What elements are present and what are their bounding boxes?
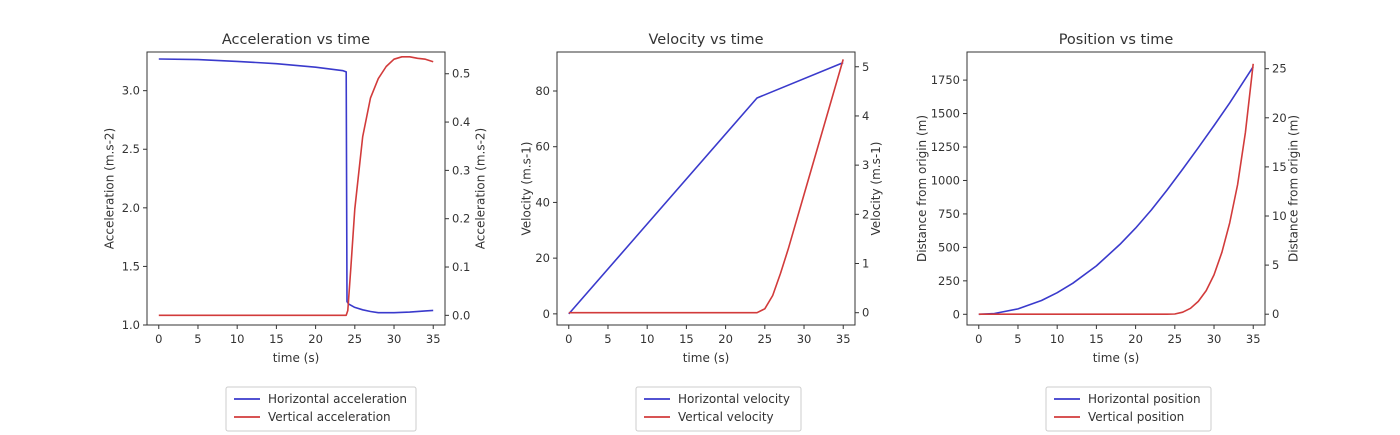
- y-tick-label-left: 1000: [931, 173, 960, 187]
- chart-position: Position vs time 0 5 10 15 20 25 30 35 time (s) 0 2…: [915, 32, 1300, 432]
- x-tick-label: 15: [679, 332, 694, 346]
- legend-label: Vertical velocity: [678, 410, 774, 424]
- y-axis-label-right: Acceleration (m.s-2): [474, 128, 488, 249]
- x-tick-label: 30: [797, 332, 812, 346]
- legend: Horizontal velocity Vertical velocity: [635, 386, 802, 432]
- y-tick-label-left: 0: [543, 307, 550, 321]
- y-tick-label-right: 0.4: [452, 115, 470, 129]
- x-tick-label: 15: [269, 332, 284, 346]
- y-tick-label-left: 1250: [931, 140, 960, 154]
- y-tick-label-left: 2.0: [122, 201, 140, 215]
- x-tick-label: 35: [836, 332, 851, 346]
- y-axis-label-right: Velocity (m.s-1): [869, 142, 883, 236]
- y-tick-label-right: 1: [862, 257, 869, 271]
- plot-frame: [966, 51, 1266, 326]
- x-tick-label: 5: [1014, 332, 1021, 346]
- chart-title: Acceleration vs time: [222, 32, 370, 48]
- legend-label: Vertical position: [1088, 410, 1184, 424]
- x-axis-label: time (s): [1093, 351, 1140, 365]
- legend-label: Horizontal acceleration: [268, 392, 407, 406]
- legend: Horizontal acceleration Vertical accelera…: [225, 386, 417, 432]
- y-axis-label-left: Acceleration (m.s-2): [102, 128, 116, 249]
- x-tick-label: 10: [1050, 332, 1065, 346]
- x-tick-label: 0: [565, 332, 572, 346]
- plot-frame: [146, 51, 446, 326]
- legend-label: Vertical acceleration: [268, 410, 391, 424]
- x-tick-label: 25: [347, 332, 362, 346]
- x-tick-label: 10: [230, 332, 245, 346]
- series-line-vertical: [978, 63, 1254, 316]
- legend-label: Horizontal velocity: [678, 392, 790, 406]
- y-tick-label-right: 15: [1272, 160, 1287, 174]
- x-tick-label: 35: [1246, 332, 1261, 346]
- x-tick-label: 20: [308, 332, 323, 346]
- y-tick-label-right: 0.3: [452, 163, 470, 177]
- legend-box: [225, 386, 417, 432]
- legend-box: [1045, 386, 1212, 432]
- y-tick-label-right: 0.5: [452, 67, 470, 81]
- y-tick-label-left: 1750: [931, 73, 960, 87]
- legend-box: [635, 386, 802, 432]
- y-tick-label-right: 0.2: [452, 212, 470, 226]
- x-tick-label: 5: [604, 332, 611, 346]
- series-line-vertical: [568, 59, 844, 314]
- x-tick-label: 0: [155, 332, 162, 346]
- series-line-horizontal: [568, 61, 844, 315]
- y-tick-label-left: 1.0: [122, 318, 140, 332]
- x-tick-label: 30: [1207, 332, 1222, 346]
- x-tick-label: 35: [426, 332, 441, 346]
- y-tick-label-left: 40: [535, 195, 550, 209]
- y-tick-label-right: 5: [1272, 258, 1279, 272]
- y-axis-label-right: Distance from origin (m): [1286, 115, 1300, 262]
- y-tick-label-right: 25: [1272, 62, 1287, 76]
- y-tick-label-left: 3.0: [122, 84, 140, 98]
- y-tick-label-right: 10: [1272, 209, 1287, 223]
- y-tick-label-left: 20: [535, 251, 550, 265]
- y-tick-label-left: 2.5: [122, 142, 140, 156]
- chart-acceleration: Acceleration vs time 0 5 10 15 20 25 30 35 time (…: [102, 32, 488, 432]
- y-tick-label-right: 5: [862, 60, 869, 74]
- y-tick-label-left: 750: [938, 207, 960, 221]
- y-tick-label-left: 60: [535, 140, 550, 154]
- x-tick-label: 20: [718, 332, 733, 346]
- y-tick-label-right: 20: [1272, 111, 1287, 125]
- y-tick-label-left: 1500: [931, 107, 960, 121]
- y-tick-label-left: 500: [938, 240, 960, 254]
- x-tick-label: 25: [757, 332, 772, 346]
- y-tick-label-left: 1.5: [122, 259, 140, 273]
- y-tick-label-right: 2: [862, 207, 869, 221]
- y-tick-label-right: 0: [862, 306, 869, 320]
- y-tick-label-right: 0.1: [452, 260, 470, 274]
- series-line-vertical: [158, 55, 434, 317]
- chart-title: Velocity vs time: [649, 32, 764, 48]
- x-tick-label: 30: [387, 332, 402, 346]
- y-axis-label-left: Velocity (m.s-1): [520, 142, 534, 236]
- y-tick-label-right: 0.0: [452, 308, 470, 322]
- series-line-horizontal: [158, 58, 434, 314]
- legend-label: Horizontal position: [1088, 392, 1201, 406]
- y-tick-label-right: 0: [1272, 307, 1279, 321]
- legend: Horizontal position Vertical position: [1045, 386, 1212, 432]
- x-tick-label: 10: [640, 332, 655, 346]
- x-tick-label: 5: [194, 332, 201, 346]
- y-tick-label-left: 0: [953, 307, 960, 321]
- y-axis-label-left: Distance from origin (m): [915, 115, 929, 262]
- plot-frame: [556, 51, 856, 326]
- x-tick-label: 15: [1089, 332, 1104, 346]
- x-tick-label: 25: [1167, 332, 1182, 346]
- y-tick-label-right: 4: [862, 109, 869, 123]
- x-axis-label: time (s): [273, 351, 320, 365]
- series-line-horizontal: [978, 66, 1254, 316]
- x-axis-label: time (s): [683, 351, 730, 365]
- x-tick-label: 0: [975, 332, 982, 346]
- y-tick-label-left: 80: [535, 84, 550, 98]
- x-tick-label: 20: [1128, 332, 1143, 346]
- chart-title: Position vs time: [1059, 32, 1174, 48]
- y-tick-label-right: 3: [862, 158, 869, 172]
- y-tick-label-left: 250: [938, 274, 960, 288]
